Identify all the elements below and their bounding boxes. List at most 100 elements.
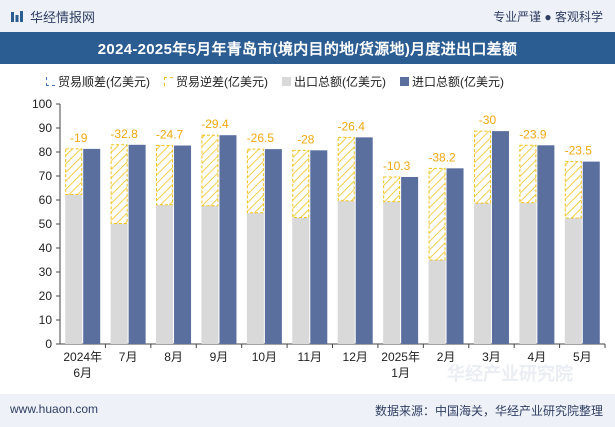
y-tick-label: 40 (39, 241, 53, 255)
x-tick-label: 5月 (573, 350, 592, 364)
balance-data-label: -26.5 (247, 131, 275, 145)
y-tick-label: 20 (39, 289, 53, 303)
brand-name: 华经情报网 (30, 10, 96, 25)
export-bar (156, 204, 174, 344)
legend-export-swatch (282, 76, 291, 86)
export-bar (292, 217, 310, 344)
balance-data-label: -23.5 (565, 144, 593, 158)
y-tick-label: 70 (39, 169, 53, 183)
footer: www.huaon.com 数据来源：中国海关，华经产业研究院整理 (0, 394, 615, 427)
x-tick-label: 12月 (343, 350, 368, 364)
footer-source: 数据来源：中国海关，华经产业研究院整理 (374, 404, 603, 418)
deficit-bar (156, 145, 174, 206)
x-tick-label: 9月 (210, 350, 229, 364)
y-tick-label: 60 (39, 193, 53, 207)
legend-deficit-swatch (164, 76, 173, 86)
import-bar (128, 144, 146, 344)
export-bar (383, 201, 401, 344)
balance-data-label: -29.4 (201, 117, 229, 131)
import-bar (174, 145, 192, 344)
deficit-bar (337, 136, 355, 202)
watermark: 华经产业研究院 (447, 363, 573, 384)
x-tick-label: 4月 (528, 350, 547, 364)
deficit-bar (110, 144, 128, 225)
x-tick-label: 6月 (73, 366, 92, 380)
x-tick-label: 7月 (119, 350, 138, 364)
import-bar (537, 145, 555, 344)
x-tick-label: 11月 (298, 350, 322, 364)
import-bar (310, 150, 328, 344)
deficit-bar (292, 149, 310, 219)
legend-deficit: 贸易逆差(亿美元) (164, 73, 268, 90)
y-tick-label: 100 (32, 97, 52, 111)
balance-data-label: -10.3 (383, 159, 411, 173)
legend-deficit-label: 贸易逆差(亿美元) (176, 74, 268, 89)
balance-data-label: -32.8 (110, 127, 138, 141)
y-tick-label: 50 (39, 217, 53, 231)
export-bar (201, 205, 219, 344)
axes: 0 10 20 30 40 50 60 70 80 90 100 2024年 6月 7月 8月 9月 10月 11… (32, 97, 606, 380)
title-bar: 2024-2025年5月年青岛市(境内目的地/货源地)月度进出口差额 (0, 32, 615, 64)
brand[interactable]: 华经情报网 (10, 7, 95, 26)
legend-import-swatch (400, 76, 409, 86)
balance-data-label: -24.7 (156, 128, 184, 142)
export-bar (428, 260, 446, 344)
deficit-bar (473, 130, 491, 204)
y-tick-label: 10 (39, 313, 53, 327)
labels: -19 -32.8 -24.7 -29.4 -26.5 -28 -26.4 -10.3 -38.… (70, 113, 592, 173)
export-bar (337, 200, 355, 344)
deficit-bar (65, 148, 83, 195)
top-bar: 华经情报网 专业严谨 ● 客观科学 (0, 0, 615, 32)
slogan: 专业严谨 ● 客观科学 (493, 10, 603, 24)
x-tick-label: 8月 (164, 350, 183, 364)
y-tick-label: 0 (45, 337, 52, 351)
export-bar (473, 203, 491, 344)
deficit-bar (428, 167, 446, 261)
balance-data-label: -23.9 (519, 127, 547, 141)
balance-data-label: -38.2 (428, 150, 456, 164)
import-bar (491, 131, 509, 344)
deficit-bar (383, 176, 401, 203)
export-bar (110, 223, 128, 344)
balance-data-label: -30 (479, 113, 497, 127)
x-tick-label: 2024年 (63, 350, 102, 364)
balance-data-label: -19 (70, 131, 88, 145)
deficit-bar (246, 148, 264, 214)
legend-export-label: 出口总额(亿美元) (294, 74, 386, 89)
export-bar (65, 194, 83, 344)
import-bar (83, 148, 101, 344)
import-bar (264, 149, 282, 344)
x-tick-label: 2025年 (381, 350, 420, 364)
balance-data-label: -28 (297, 132, 315, 146)
import-bar (582, 161, 600, 344)
legend-surplus-label: 贸易顺差(亿美元) (58, 74, 150, 89)
huajing-logo-icon (11, 10, 23, 22)
export-bar (519, 202, 537, 344)
deficit-bar (519, 144, 537, 204)
legend-export: 出口总额(亿美元) (282, 73, 386, 90)
y-tick-label: 90 (39, 121, 53, 135)
y-tick-label: 80 (39, 145, 53, 159)
import-bar (355, 137, 373, 344)
x-tick-label: 2月 (437, 350, 456, 364)
legend-import-label: 进口总额(亿美元) (412, 74, 504, 89)
x-tick-label: 1月 (391, 366, 410, 380)
chart-legend: 贸易顺差(亿美元) 贸易逆差(亿美元) 出口总额(亿美元) 进口总额(亿美元) (46, 72, 504, 90)
export-bar (246, 212, 264, 344)
deficit-bar (201, 134, 219, 207)
y-tick-label: 30 (39, 265, 53, 279)
import-bar (446, 168, 464, 344)
export-bar (564, 218, 582, 344)
balance-data-label: -26.4 (338, 119, 366, 133)
deficit-bar (564, 161, 582, 219)
bars (65, 130, 600, 344)
chart-title: 2024-2025年5月年青岛市(境内目的地/货源地)月度进出口差额 (97, 40, 518, 58)
legend-surplus-swatch (46, 76, 55, 86)
x-tick-label: 10月 (252, 350, 277, 364)
footer-website-link[interactable]: www.huaon.com (10, 402, 99, 416)
import-bar (401, 176, 419, 344)
import-bar (219, 135, 237, 344)
legend-import: 进口总额(亿美元) (400, 73, 504, 90)
x-tick-label: 3月 (482, 350, 501, 364)
